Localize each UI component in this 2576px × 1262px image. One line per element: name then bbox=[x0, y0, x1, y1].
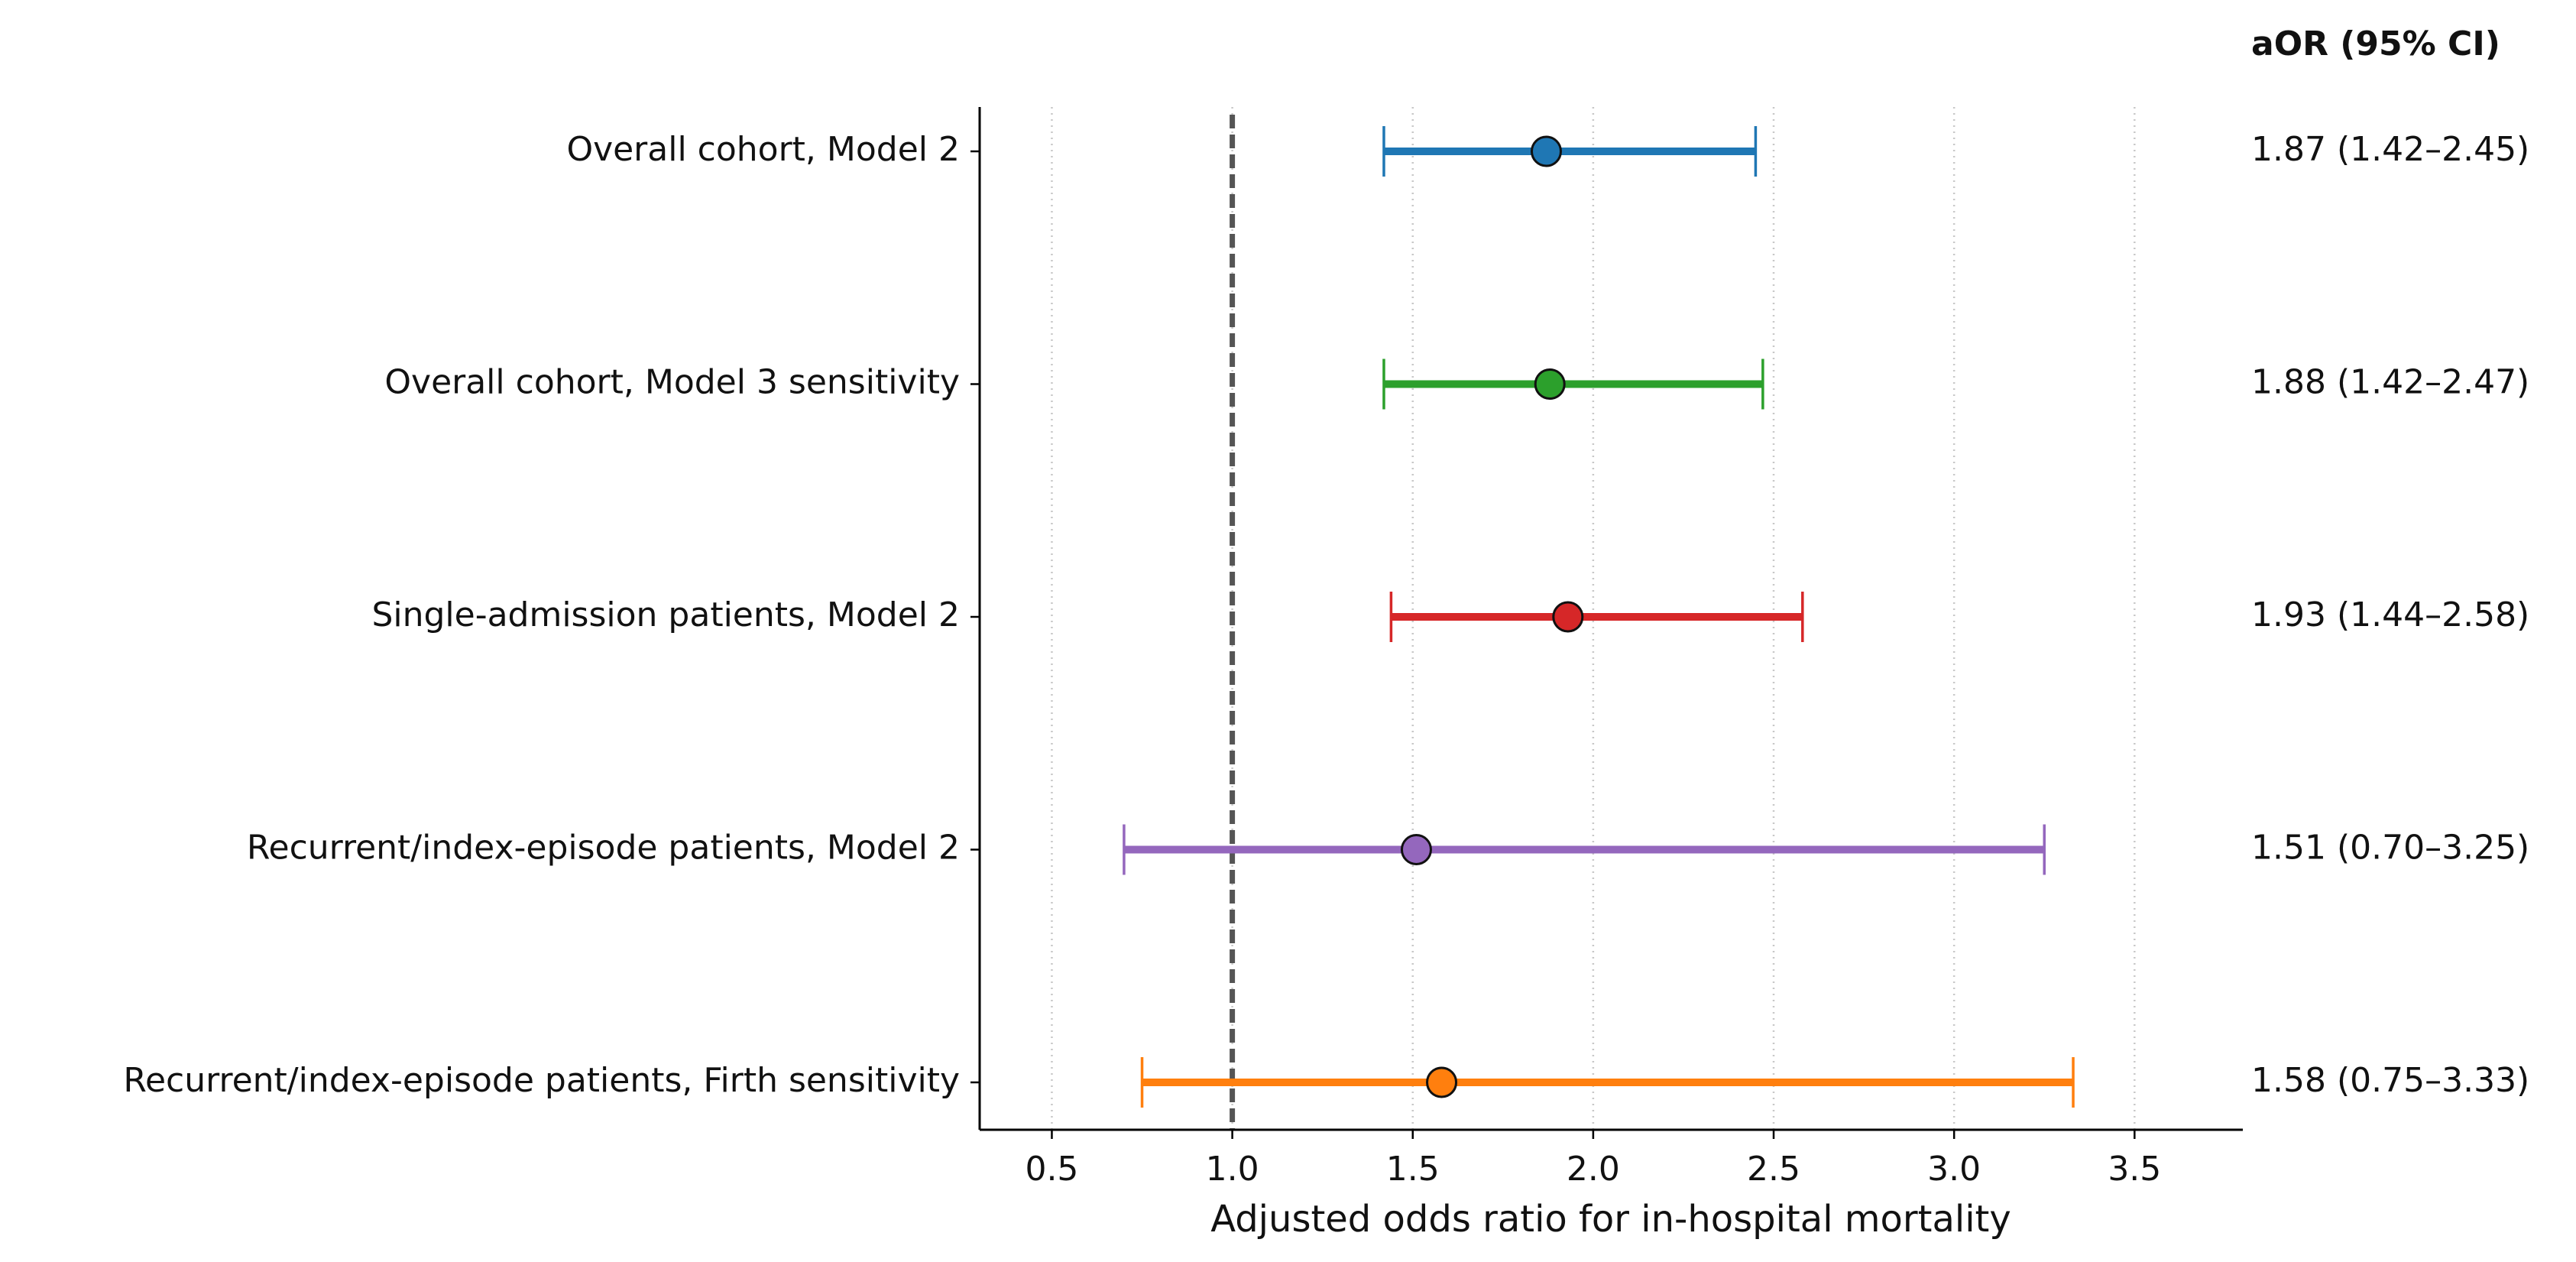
ci-label: 1.93 (1.44–2.58) bbox=[2251, 595, 2529, 634]
x-tick-label: 3.0 bbox=[1927, 1150, 1981, 1189]
y-tick-label: Overall cohort, Model 3 sensitivity bbox=[384, 363, 960, 402]
y-tick-label: Single-admission patients, Model 2 bbox=[371, 595, 960, 634]
point-estimate bbox=[1530, 135, 1562, 167]
ci-label: 1.51 (0.70–3.25) bbox=[2251, 829, 2529, 868]
point-estimate bbox=[1552, 601, 1584, 633]
ci-label: 1.87 (1.42–2.45) bbox=[2251, 130, 2529, 169]
x-tick-label: 2.0 bbox=[1567, 1150, 1620, 1189]
x-tick-label: 1.5 bbox=[1386, 1150, 1440, 1189]
ci-label: 1.88 (1.42–2.47) bbox=[2251, 363, 2529, 402]
x-tick-label: 0.5 bbox=[1025, 1150, 1078, 1189]
point-estimate bbox=[1400, 834, 1432, 865]
point-estimate bbox=[1534, 368, 1566, 400]
point-estimate bbox=[1426, 1066, 1458, 1098]
y-tick-label: Recurrent/index-episode patients, Model … bbox=[247, 829, 960, 868]
y-tick-label: Recurrent/index-episode patients, Firth … bbox=[123, 1061, 960, 1100]
x-tick-label: 3.5 bbox=[2108, 1150, 2161, 1189]
ci-header: aOR (95% CI) bbox=[2251, 24, 2500, 63]
x-axis-label: Adjusted odds ratio for in-hospital mort… bbox=[1210, 1198, 2011, 1241]
ci-label: 1.58 (0.75–3.33) bbox=[2251, 1061, 2529, 1100]
y-tick-label: Overall cohort, Model 2 bbox=[566, 130, 960, 169]
x-tick-label: 1.0 bbox=[1206, 1150, 1259, 1189]
x-tick-label: 2.5 bbox=[1747, 1150, 1800, 1189]
